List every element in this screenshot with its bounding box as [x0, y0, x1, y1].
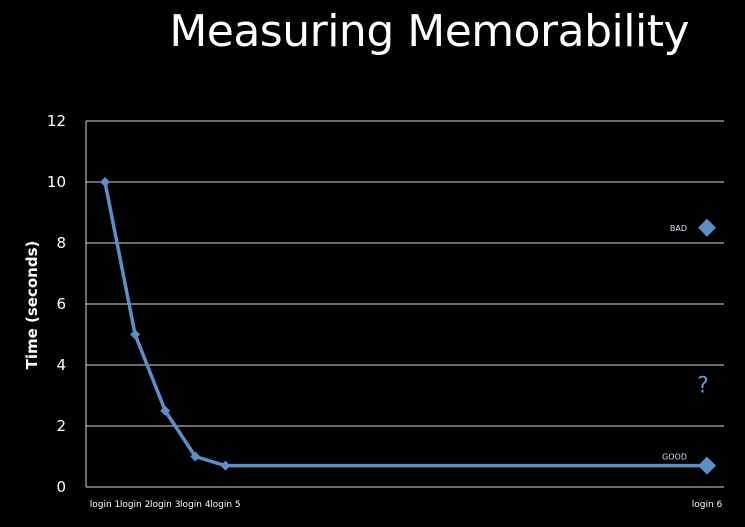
data-point-5 — [220, 460, 231, 471]
point-bad — [698, 218, 716, 237]
y-tick-label-4: 4 — [56, 356, 66, 374]
extra-points: BAD GOOD? — [662, 218, 716, 475]
data-point-1 — [100, 177, 110, 187]
x-tick-label-5: login 5 — [210, 500, 241, 510]
x-tick-label-2: login 2 — [120, 500, 151, 510]
data-point-2 — [130, 329, 141, 340]
x-tick-label-21: login 6 — [692, 500, 723, 510]
x-tick-label-4: login 4 — [180, 500, 211, 510]
slide-title: Measuring Memorability — [169, 6, 689, 57]
label-good: GOOD — [662, 453, 687, 462]
x-tick-label-3: login 3 — [150, 500, 181, 510]
label-bad: BAD — [670, 224, 687, 233]
x-tick-label-1: login 1 — [90, 500, 121, 510]
y-tick-label-0: 0 — [56, 478, 66, 496]
y-axis-label: Time (seconds) — [23, 241, 41, 370]
annotation-question-mark: ? — [697, 373, 709, 398]
y-tick-label-12: 12 — [47, 112, 66, 130]
y-tick-label-6: 6 — [56, 295, 66, 313]
data-point-4 — [190, 451, 201, 462]
gridlines — [86, 120, 724, 427]
series-layer — [100, 177, 707, 471]
y-tick-label-2: 2 — [56, 417, 66, 435]
series-line-0 — [103, 181, 707, 468]
y-tick-label-8: 8 — [56, 234, 66, 252]
point-good — [698, 456, 716, 475]
data-point-3 — [160, 405, 171, 416]
y-tick-label-10: 10 — [47, 173, 66, 191]
